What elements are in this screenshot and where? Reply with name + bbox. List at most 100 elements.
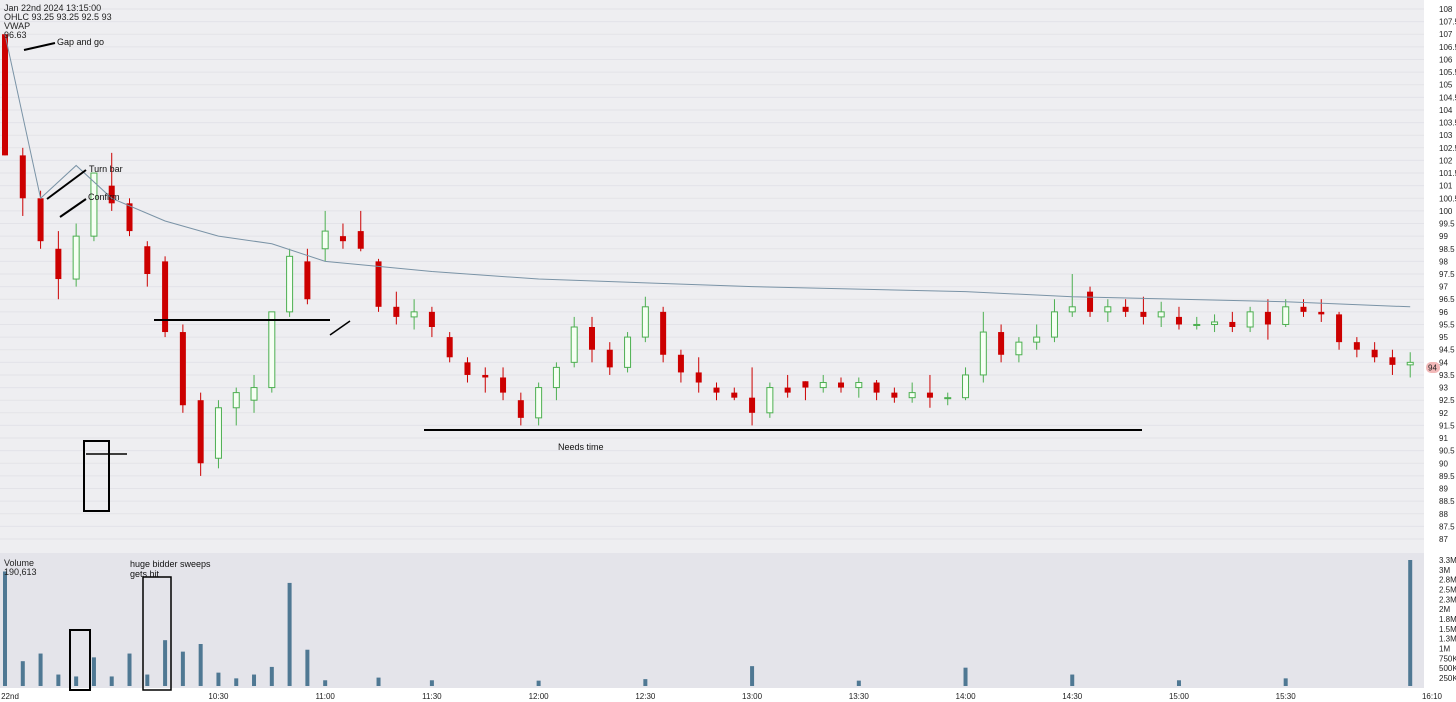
candle-body-up [1157,311,1165,318]
candle-body-down [695,372,702,383]
candle-body-up [766,387,774,414]
candle-body-down [1371,349,1378,358]
volume-tick-label: 2.8M [1439,576,1456,585]
candle-body-down [784,387,791,393]
candle-body-up [410,311,418,318]
volume-bar [856,680,861,686]
candle-body-down [998,332,1005,355]
candle-body-down [517,400,524,418]
volume-bar [323,680,328,686]
candle-body-up [908,392,916,399]
needs-time-label: Needs time [558,442,604,452]
time-axis: 22nd 10:30 11:00 11:30 12:00 12:30 13:00 13:30 1… [1,692,1442,701]
volume-bar [180,651,185,686]
volume-tick-label: 3M [1439,566,1450,575]
volume-bar [38,653,43,686]
gap-and-go-arrow [23,42,56,51]
candle-body-down [126,203,133,232]
candle-body-up [268,311,276,389]
candle-body-down [838,382,845,388]
candle-body-down [926,392,933,398]
legend-vwap-label: VWAP [4,21,30,31]
time-axis-bg [0,688,1456,702]
volume-bar [536,680,541,686]
candle-body-down [1264,311,1271,325]
candle-body-up [855,382,863,389]
volume-bar [145,674,150,686]
price-tick-label: 98 [1439,257,1448,266]
turn-bar-label: Turn bar [89,164,123,174]
candle-body-up [535,387,543,419]
gap-and-go-label: Gap and go [57,37,104,47]
volume-bar [216,672,221,686]
candle-body-down [802,381,809,388]
turn-bar-arrow [46,169,87,200]
vwap-line [4,34,1411,308]
volume-tick-label: 1.8M [1439,615,1456,624]
candle-body-down [446,337,453,358]
price-tick-label: 99.5 [1439,220,1455,229]
price-tick-label: 91 [1439,434,1448,443]
price-tick-label: 93.5 [1439,371,1455,380]
volume-box-2 [142,576,172,691]
price-tick-label: 94 [1439,358,1448,367]
volume-tick-label: 3.3M [1439,556,1456,565]
confirm-arrow [59,198,87,218]
volume-bar [163,640,168,686]
candle-body-down [1336,314,1343,343]
price-tick-label: 88 [1439,510,1448,519]
price-tick-label: 103.5 [1439,119,1456,128]
price-tick-label: 107 [1439,30,1453,39]
candle-body-up [1050,311,1058,338]
price-tick-label: 104 [1439,106,1453,115]
candle-body-up [232,392,240,409]
volume-axis: 3.3M3M2.8M2.5M2.3M2M1.8M1.5M1.3M1M750K50… [1439,556,1456,683]
price-tick-label: 89 [1439,485,1448,494]
volume-bar [20,661,25,686]
time-tick-label: 11:00 [315,692,335,701]
candle-body-down [375,261,382,307]
volume-tick-label: 1M [1439,645,1450,654]
candle-body-up [250,387,258,401]
price-tick-label: 96.5 [1439,295,1455,304]
candle-body-down [179,332,186,406]
time-tick-label: 14:30 [1062,692,1083,701]
price-tick-label: 97.5 [1439,270,1455,279]
huge-bidder-label: huge bidder sweeps [130,559,211,569]
candle-body-down [660,311,667,355]
time-tick-label: 22nd [1,692,19,701]
candle-body-down [108,185,115,204]
volume-bar [963,667,968,686]
price-tick-label: 97 [1439,283,1448,292]
candle-body-up [979,331,987,376]
price-tick-label: 88.5 [1439,497,1455,506]
candle-body-up [1246,311,1254,328]
price-tick-label: 93 [1439,384,1448,393]
candle-body-down [1140,311,1147,317]
candle-body-down [162,261,169,333]
price-tick-label: 91.5 [1439,421,1455,430]
candle-body-down [588,327,595,350]
price-tick-label: 90 [1439,459,1448,468]
price-tick-label: 101.5 [1439,169,1456,178]
volume-bar [91,657,96,686]
time-tick-label: 12:30 [635,692,656,701]
legend-ohlc: OHLC 93.25 93.25 92.5 93 [4,12,112,22]
price-tick-label: 92.5 [1439,396,1455,405]
candle-body-down [500,377,507,393]
volume-value: 190,613 [4,567,37,577]
candle-body-up [72,235,80,280]
volume-tick-label: 2M [1439,605,1450,614]
volume-bar [376,677,381,686]
candle-body-up [1282,306,1290,325]
volume-bar [198,644,203,686]
volume-bar [287,582,292,686]
price-tick-label: 107.5 [1439,18,1456,27]
candle-body-up [286,255,294,313]
volume-tick-label: 750K [1439,654,1456,663]
price-tick-label: 95 [1439,333,1448,342]
volume-tick-label: 1.3M [1439,635,1456,644]
candle-body-down [393,306,400,317]
candle-body-down [1122,306,1129,312]
gets-hit-label: gets hit [130,569,160,579]
